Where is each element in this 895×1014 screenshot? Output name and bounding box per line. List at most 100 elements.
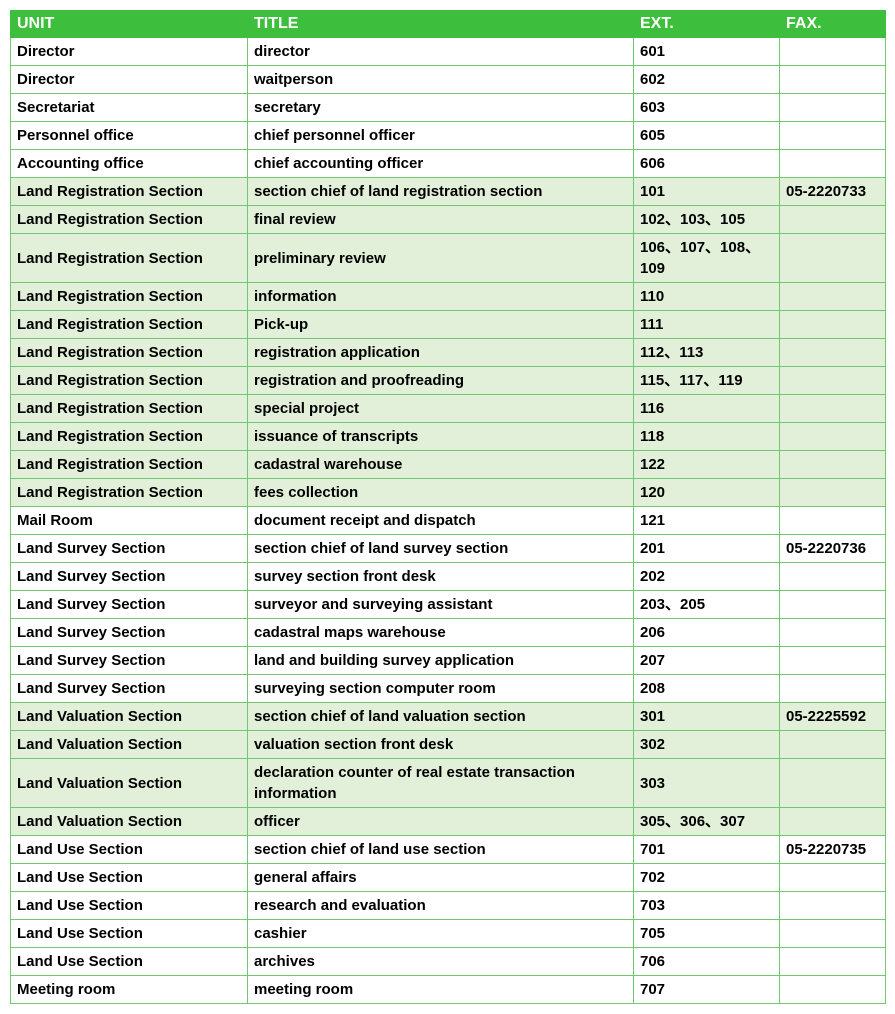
cell-fax — [780, 892, 886, 920]
table-row: Land Valuation Sectiondeclaration counte… — [11, 759, 886, 808]
cell-unit: Land Registration Section — [11, 178, 248, 206]
cell-ext: 301 — [634, 703, 780, 731]
cell-ext: 707 — [634, 976, 780, 1004]
cell-title: section chief of land registration secti… — [248, 178, 634, 206]
table-row: Land Use Sectioncashier705 — [11, 920, 886, 948]
table-row: Meeting roommeeting room707 — [11, 976, 886, 1004]
table-row: Land Valuation Sectionofficer305、306、307 — [11, 808, 886, 836]
cell-unit: Land Survey Section — [11, 647, 248, 675]
cell-unit: Land Valuation Section — [11, 808, 248, 836]
cell-unit: Land Registration Section — [11, 395, 248, 423]
cell-fax: 05-2220736 — [780, 535, 886, 563]
cell-ext: 203、205 — [634, 591, 780, 619]
table-row: Land Registration Sectionspecial project… — [11, 395, 886, 423]
table-row: Accounting officechief accounting office… — [11, 150, 886, 178]
cell-ext: 110 — [634, 283, 780, 311]
cell-ext: 208 — [634, 675, 780, 703]
cell-fax: 05-2225592 — [780, 703, 886, 731]
cell-ext: 112、113 — [634, 339, 780, 367]
cell-unit: Land Use Section — [11, 920, 248, 948]
table-row: Land Survey Sectionsurveying section com… — [11, 675, 886, 703]
cell-ext: 602 — [634, 66, 780, 94]
cell-title: fees collection — [248, 479, 634, 507]
cell-title: registration application — [248, 339, 634, 367]
col-header-unit: UNIT — [11, 11, 248, 38]
cell-ext: 302 — [634, 731, 780, 759]
directory-table: UNIT TITLE EXT. FAX. Directordirector601… — [10, 10, 886, 1004]
cell-unit: Land Valuation Section — [11, 731, 248, 759]
cell-ext: 703 — [634, 892, 780, 920]
table-row: Land Registration SectionPick-up111 — [11, 311, 886, 339]
cell-fax — [780, 66, 886, 94]
cell-title: valuation section front desk — [248, 731, 634, 759]
cell-ext: 106、107、108、109 — [634, 234, 780, 283]
cell-fax — [780, 395, 886, 423]
col-header-ext: EXT. — [634, 11, 780, 38]
cell-unit: Director — [11, 66, 248, 94]
cell-ext: 601 — [634, 38, 780, 66]
cell-unit: Land Registration Section — [11, 423, 248, 451]
cell-ext: 101 — [634, 178, 780, 206]
cell-ext: 122 — [634, 451, 780, 479]
cell-title: final review — [248, 206, 634, 234]
cell-unit: Land Survey Section — [11, 563, 248, 591]
cell-title: section chief of land use section — [248, 836, 634, 864]
cell-ext: 705 — [634, 920, 780, 948]
table-row: Land Use Sectionresearch and evaluation7… — [11, 892, 886, 920]
cell-title: cashier — [248, 920, 634, 948]
cell-ext: 111 — [634, 311, 780, 339]
cell-ext: 102、103、105 — [634, 206, 780, 234]
cell-title: special project — [248, 395, 634, 423]
cell-title: document receipt and dispatch — [248, 507, 634, 535]
cell-unit: Meeting room — [11, 976, 248, 1004]
cell-ext: 118 — [634, 423, 780, 451]
cell-ext: 606 — [634, 150, 780, 178]
cell-title: registration and proofreading — [248, 367, 634, 395]
cell-unit: Accounting office — [11, 150, 248, 178]
table-row: Land Survey Sectionsurvey section front … — [11, 563, 886, 591]
cell-title: secretary — [248, 94, 634, 122]
cell-unit: Land Survey Section — [11, 535, 248, 563]
cell-fax — [780, 591, 886, 619]
cell-ext: 603 — [634, 94, 780, 122]
table-row: Mail Roomdocument receipt and dispatch12… — [11, 507, 886, 535]
table-body: Directordirector601Directorwaitperson602… — [11, 38, 886, 1004]
cell-title: surveyor and surveying assistant — [248, 591, 634, 619]
cell-title: research and evaluation — [248, 892, 634, 920]
table-row: Land Survey Sectionsection chief of land… — [11, 535, 886, 563]
cell-title: declaration counter of real estate trans… — [248, 759, 634, 808]
cell-unit: Land Registration Section — [11, 339, 248, 367]
cell-ext: 115、117、119 — [634, 367, 780, 395]
cell-fax — [780, 38, 886, 66]
table-row: Directordirector601 — [11, 38, 886, 66]
cell-fax — [780, 479, 886, 507]
table-row: Land Registration Sectionfinal review102… — [11, 206, 886, 234]
table-row: Land Registration Sectionsection chief o… — [11, 178, 886, 206]
cell-fax — [780, 731, 886, 759]
cell-fax: 05-2220733 — [780, 178, 886, 206]
cell-fax — [780, 339, 886, 367]
table-header: UNIT TITLE EXT. FAX. — [11, 11, 886, 38]
cell-title: Pick-up — [248, 311, 634, 339]
cell-fax — [780, 759, 886, 808]
cell-ext: 303 — [634, 759, 780, 808]
cell-fax — [780, 451, 886, 479]
table-row: Land Registration Sectionregistration ap… — [11, 339, 886, 367]
table-row: Land Registration Sectionregistration an… — [11, 367, 886, 395]
cell-ext: 702 — [634, 864, 780, 892]
cell-ext: 120 — [634, 479, 780, 507]
cell-title: surveying section computer room — [248, 675, 634, 703]
cell-ext: 305、306、307 — [634, 808, 780, 836]
cell-title: section chief of land survey section — [248, 535, 634, 563]
cell-unit: Land Survey Section — [11, 675, 248, 703]
cell-unit: Land Valuation Section — [11, 759, 248, 808]
cell-unit: Land Registration Section — [11, 479, 248, 507]
table-row: Land Valuation Sectionvaluation section … — [11, 731, 886, 759]
cell-title: archives — [248, 948, 634, 976]
cell-fax — [780, 283, 886, 311]
cell-title: chief personnel officer — [248, 122, 634, 150]
cell-fax — [780, 423, 886, 451]
cell-unit: Secretariat — [11, 94, 248, 122]
cell-unit: Land Survey Section — [11, 619, 248, 647]
cell-fax — [780, 675, 886, 703]
